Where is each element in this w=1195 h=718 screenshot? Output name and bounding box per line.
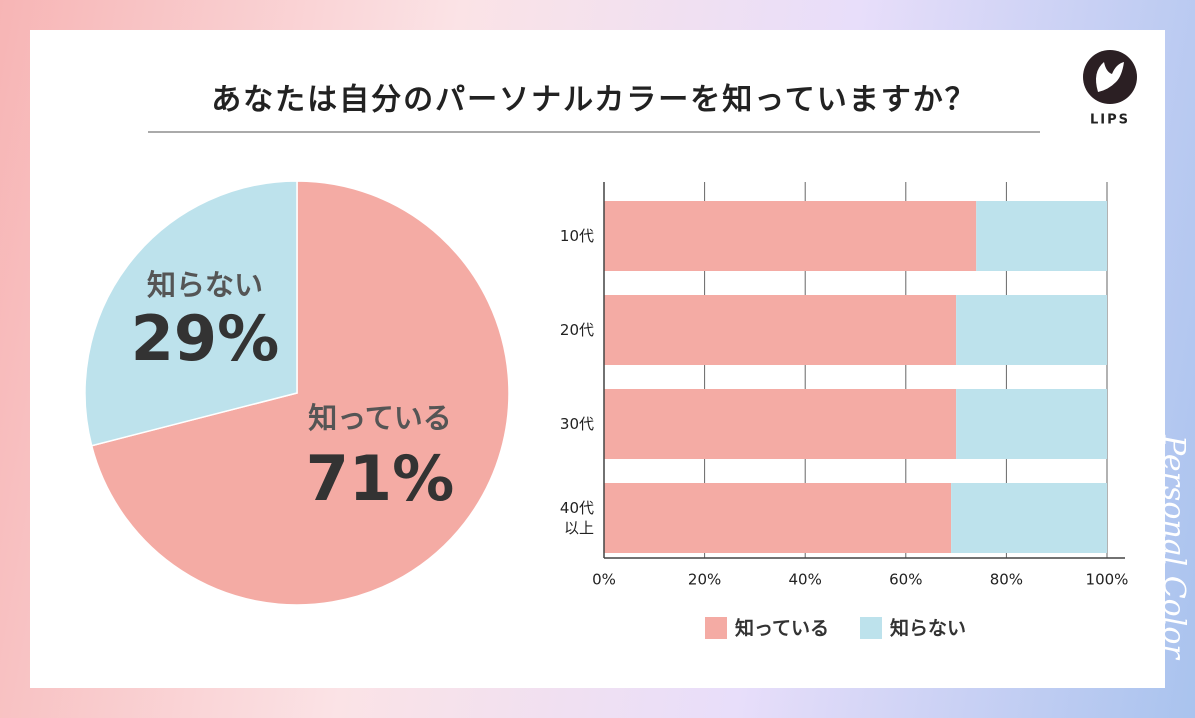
pie-label: 知らない	[147, 268, 263, 302]
pie-slice	[90, 180, 510, 606]
pie-value-label: 29%	[131, 302, 279, 375]
x-tick-label: 0%	[592, 571, 616, 589]
bar-segment	[956, 389, 1107, 459]
logo-icon	[1096, 62, 1124, 92]
pie-slice	[84, 180, 298, 447]
pie-label: 知っている	[308, 401, 452, 435]
x-tick-label: 60%	[889, 571, 922, 589]
legend-swatch	[860, 617, 882, 639]
y-tick-label: 30代	[559, 415, 594, 433]
side-text: Personal Color	[1156, 434, 1191, 660]
y-tick-label: 40代 以上	[559, 499, 594, 537]
legend-label: 知っている	[735, 617, 829, 640]
y-tick-label: 10代	[559, 227, 594, 245]
legend-label: 知らない	[890, 617, 966, 640]
legend-swatch	[705, 617, 727, 639]
bar-segment	[604, 295, 957, 365]
title: あなたは自分のパーソナルカラーを知っていますか？	[211, 83, 977, 118]
x-tick-label: 40%	[789, 571, 822, 589]
x-tick-label: 20%	[688, 571, 721, 589]
bar-segment	[604, 389, 957, 459]
bar-segment	[604, 483, 952, 553]
x-tick-label: 100%	[1086, 571, 1129, 589]
bar-segment	[951, 483, 1107, 553]
logo-text: LIPS	[1090, 113, 1130, 128]
bar-segment	[976, 201, 1107, 271]
x-tick-label: 80%	[990, 571, 1023, 589]
y-tick-label: 20代	[559, 321, 594, 339]
bar-segment	[604, 201, 977, 271]
pie-value-label: 71%	[306, 442, 454, 515]
bar-segment	[956, 295, 1107, 365]
